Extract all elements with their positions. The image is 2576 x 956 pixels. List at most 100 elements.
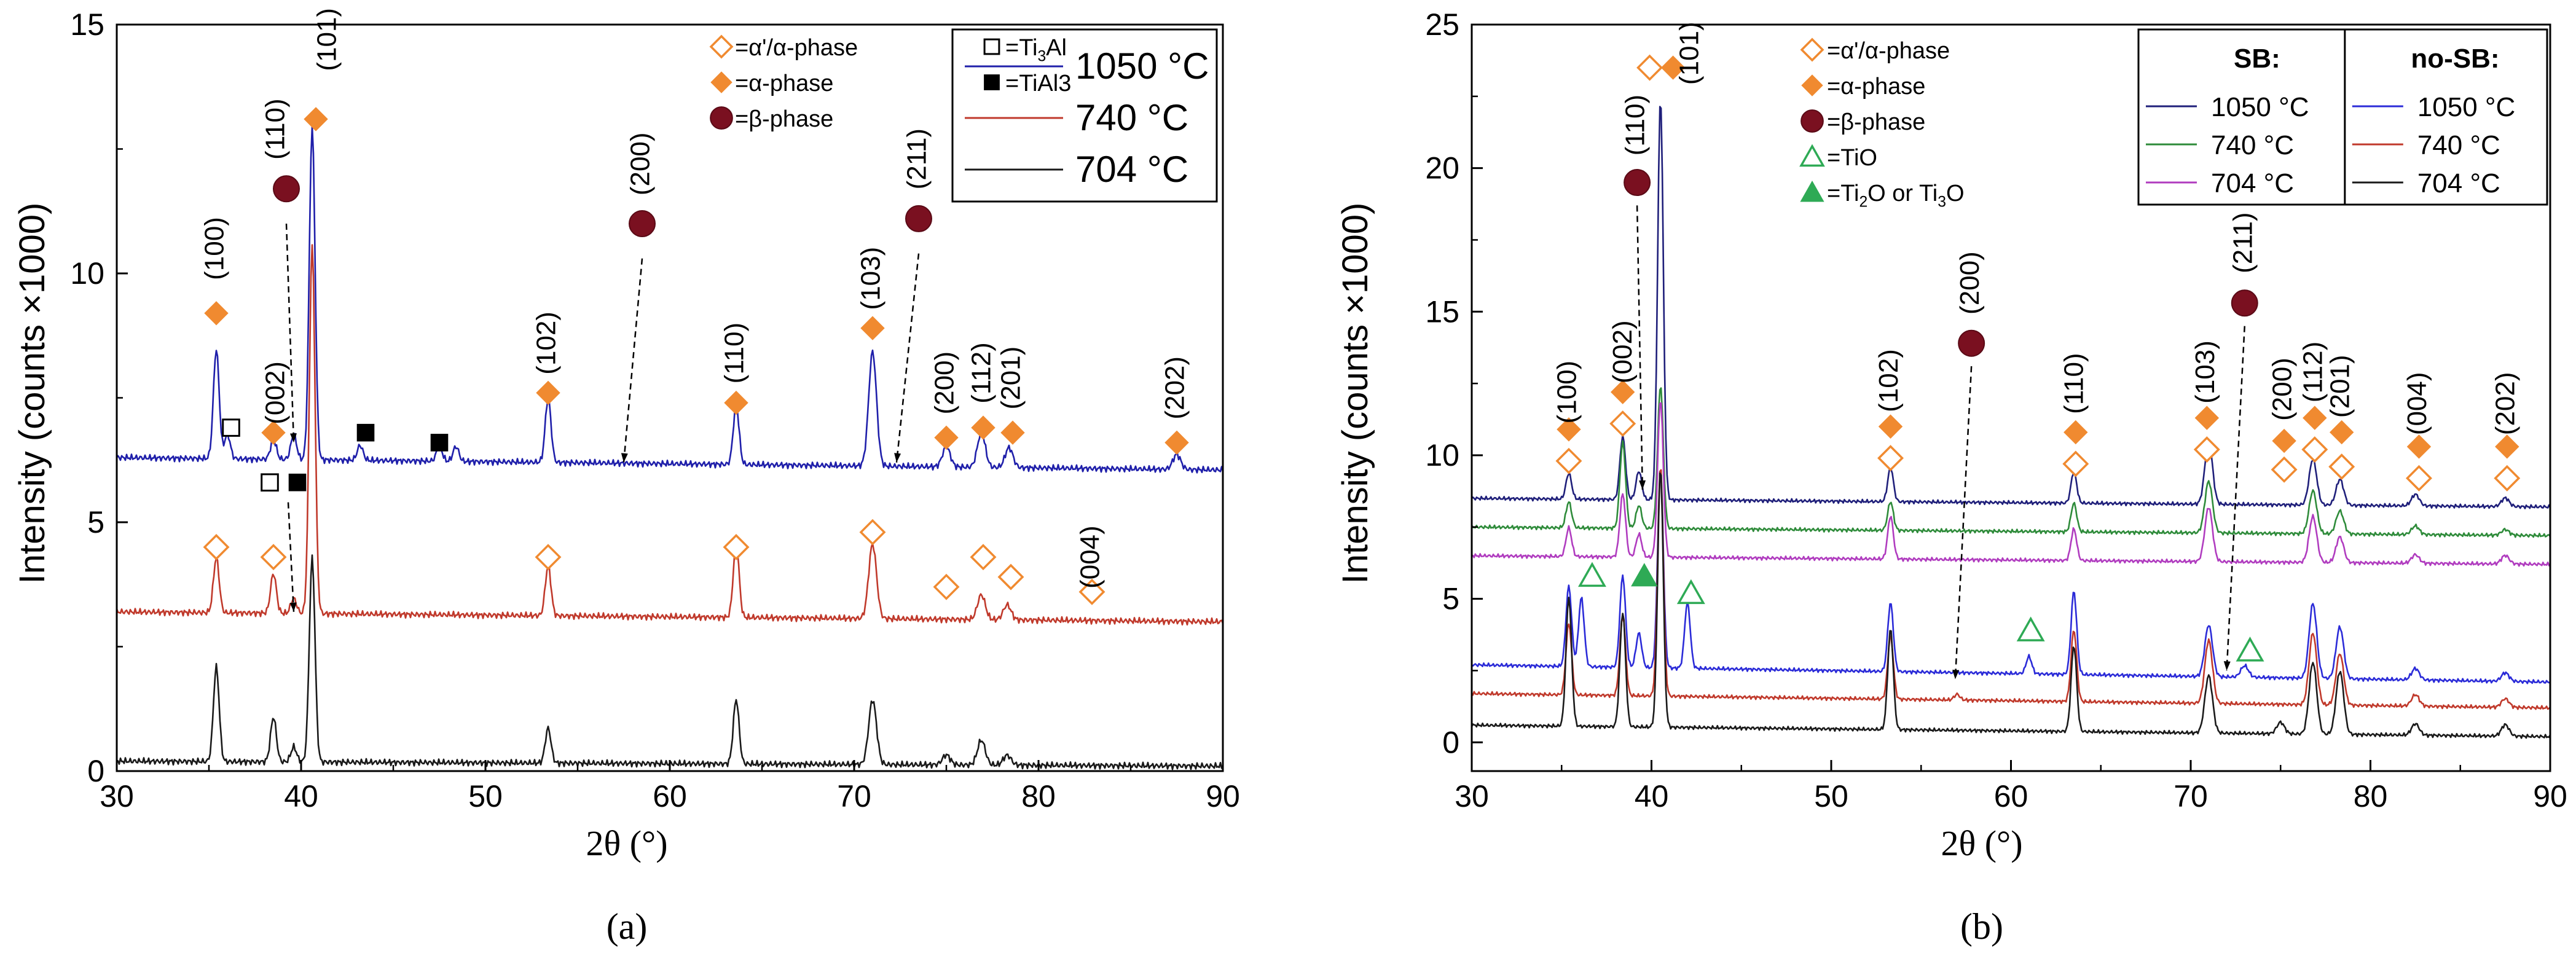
peak-arrow-head	[2223, 661, 2231, 671]
phase-marker-square-filled	[356, 423, 375, 442]
y-tick-label: 5	[87, 505, 104, 539]
panel-b-phase-key: =α'/α-phase =α-phase =β-phase =TiO =Ti2O or …	[1799, 37, 1965, 211]
phase-marker-diamond-filled	[1557, 417, 1581, 442]
panel-a-phase-key: =α'/α-phase =α-phase =β-phase =Ti3Al =TiAl3	[709, 34, 1071, 132]
phase-marker-diamond-open	[2271, 456, 2298, 483]
phase-marker-diamond-filled	[1164, 430, 1189, 455]
phase-marker-square-open	[222, 418, 240, 437]
phase-marker-diamond-open	[723, 534, 750, 560]
phase-marker-triangle-open	[2016, 616, 2045, 641]
key-diamond-open	[709, 34, 734, 59]
phase-key-label: =TiAl3	[1005, 71, 1071, 96]
panel-a-axes: 30 40 50 60 70 80 90 0 5 10 15	[70, 7, 1239, 813]
miller-index-label: (102)	[1874, 349, 1904, 412]
miller-index-label: (201)	[2325, 355, 2355, 418]
miller-index-label: (004)	[2402, 372, 2432, 435]
phase-marker-circle-filled	[905, 205, 932, 232]
phase-marker-diamond-open	[2494, 464, 2521, 492]
phase-marker-diamond-filled	[2064, 420, 2088, 445]
phase-marker-triangle-open	[2236, 637, 2264, 662]
miller-index-label: (110)	[720, 323, 750, 383]
phase-marker-diamond-open	[859, 519, 886, 546]
miller-index-label: (202)	[2490, 372, 2520, 435]
legend-group-title: no-SB:	[2411, 44, 2499, 74]
phase-marker-diamond-open	[1636, 54, 1663, 81]
phase-marker-circle-filled	[273, 175, 300, 203]
miller-index-label: (110)	[1620, 95, 1651, 155]
phase-marker-diamond-open	[203, 534, 230, 560]
panel-a-legend: 1050 °C 740 °C 704 °C	[951, 28, 1218, 203]
phase-marker-diamond-filled	[2272, 428, 2296, 453]
phase-key-label: =β-phase	[735, 106, 833, 132]
phase-markers-group	[1555, 54, 2521, 662]
phase-marker-triangle-open	[1676, 579, 1705, 605]
miller-index-label: (201)	[996, 347, 1026, 410]
phase-marker-diamond-open	[2406, 464, 2432, 492]
key-diamond-filled	[710, 71, 732, 93]
panel-b-legend: SB: 1050 °C 740 °C 704 °C no-SB: 1050 °C 740 °…	[2137, 28, 2548, 206]
y-tick-label: 5	[1442, 582, 1459, 616]
legend-label: 704 °C	[2417, 168, 2500, 198]
data-series-a-1	[117, 125, 1223, 474]
phase-markers-group	[203, 107, 1189, 605]
phase-marker-diamond-filled	[2495, 434, 2519, 459]
legend-label: 704 °C	[1075, 149, 1188, 190]
phase-key-label: =β-phase	[1827, 109, 1925, 135]
peak-arrow-line	[1954, 366, 1973, 680]
phase-marker-diamond-open	[2062, 450, 2089, 477]
phase-key-label: =α'/α-phase	[1827, 38, 1950, 64]
phase-marker-triangle-open	[1578, 562, 1606, 587]
phase-key-label: =Ti2O or Ti3O	[1827, 181, 1965, 211]
x-tick-label: 60	[1994, 779, 2028, 813]
series-group	[1472, 106, 2550, 739]
x-tick-label: 90	[2533, 779, 2567, 813]
y-tick-label: 10	[1425, 438, 1459, 472]
phase-marker-diamond-filled	[261, 420, 286, 445]
miller-index-label: (102)	[532, 311, 562, 375]
annotations-group: (100) (002) (110) (101) (102) (200) (110) (103)…	[1552, 22, 2521, 435]
x-tick-label: 80	[2354, 779, 2388, 813]
miller-index-label: (211)	[2228, 212, 2258, 273]
phase-marker-diamond-filled	[934, 425, 959, 450]
y-tick-label: 0	[87, 754, 104, 788]
miller-index-label: (103)	[856, 247, 886, 310]
phase-marker-diamond-filled	[724, 390, 748, 415]
data-series-b-3	[1472, 402, 2550, 567]
panel-a-label: (a)	[607, 906, 648, 947]
miller-index-label: (110)	[261, 98, 291, 159]
miller-index-label: (200)	[1955, 251, 1985, 315]
x-tick-label: 70	[837, 779, 871, 813]
phase-marker-diamond-filled	[1878, 414, 1903, 439]
phase-marker-diamond-open	[1609, 410, 1636, 437]
panel-b-label: (b)	[1960, 906, 2003, 947]
data-series-b-5	[1472, 469, 2550, 710]
miller-index-label: (200)	[930, 351, 960, 415]
panel-b-y-axis-label: Intensity (counts ×1000)	[1335, 203, 1375, 584]
x-tick-label: 40	[1635, 779, 1669, 813]
phase-marker-diamond-filled	[1000, 420, 1025, 445]
legend-box	[2137, 28, 2548, 206]
phase-marker-diamond-filled	[2303, 406, 2327, 430]
miller-index-label: (200)	[626, 132, 656, 195]
miller-index-label: (100)	[200, 217, 230, 280]
miller-index-label: (112)	[2298, 342, 2328, 402]
phase-marker-diamond-open	[2328, 453, 2355, 480]
phase-marker-diamond-filled	[1660, 55, 1686, 80]
key-square-open	[983, 38, 1000, 55]
phase-marker-square-filled	[288, 473, 307, 492]
y-tick-label: 15	[70, 7, 104, 42]
data-series-b-4	[1472, 469, 2550, 684]
y-tick-label: 0	[1442, 725, 1459, 759]
chart-panel-a: (100) (110) (101) (002) (200) (211) (102) (110)…	[12, 7, 1240, 947]
phase-key-label: =α'/α-phase	[735, 35, 858, 61]
phase-marker-circle-filled	[629, 210, 656, 237]
phase-marker-triangle-filled	[1631, 563, 1658, 587]
x-tick-label: 50	[1814, 779, 1848, 813]
phase-marker-diamond-filled	[304, 107, 328, 131]
peak-arrow-line	[622, 258, 643, 463]
data-series-b-6	[1472, 472, 2550, 739]
phase-marker-diamond-filled	[1610, 380, 1635, 404]
x-tick-label: 60	[653, 779, 687, 813]
chart-panel-b: (100) (002) (110) (101) (102) (200) (110) (103)…	[1335, 7, 2567, 947]
phase-marker-diamond-filled	[860, 316, 885, 340]
